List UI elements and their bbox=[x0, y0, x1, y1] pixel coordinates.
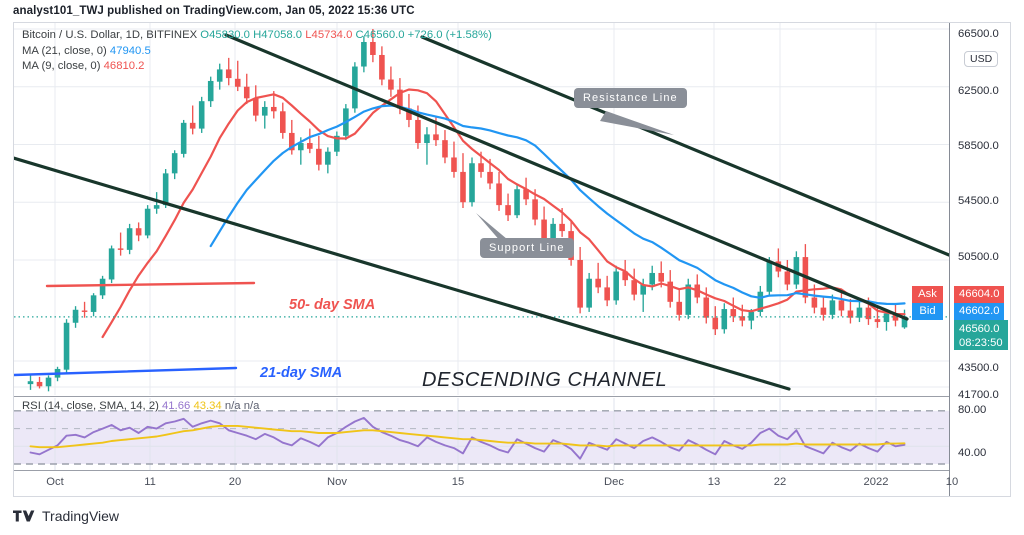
time-tick-dec: Dec bbox=[604, 476, 624, 488]
time-tick-20: 20 bbox=[228, 476, 242, 488]
rsi-tick-40: 40.00 bbox=[958, 447, 987, 459]
ask-price-tag: 46604.0 bbox=[954, 286, 1005, 303]
time-tick-oct: Oct bbox=[46, 476, 64, 488]
price-tick-54500: 54500.0 bbox=[958, 195, 999, 207]
publisher-text: analyst101_TWJ published on TradingView.… bbox=[13, 5, 415, 17]
time-tick-11: 11 bbox=[144, 476, 156, 488]
rsi-legend[interactable]: RSI (14, close, SMA, 14, 2) 41.66 43.34 … bbox=[22, 400, 259, 412]
last-price-tag: 46560.0 08:23:50 bbox=[954, 320, 1008, 350]
tradingview-brand: TradingView bbox=[42, 508, 120, 524]
tradingview-logo-icon bbox=[13, 510, 35, 522]
time-tick-2022: 2022 bbox=[863, 476, 889, 488]
last-price-countdown: 08:23:50 bbox=[959, 337, 1003, 349]
time-axis[interactable]: Oct 11 20 Nov 15 Dec 13 22 2022 10 bbox=[14, 472, 1010, 496]
rsi-plot bbox=[14, 398, 949, 470]
rsi-value-primary: 41.66 bbox=[162, 400, 191, 412]
footer: TradingView bbox=[13, 508, 119, 524]
rsi-tick-80: 80.00 bbox=[958, 404, 987, 416]
rsi-value-sma: 43.34 bbox=[193, 400, 222, 412]
currency-badge: USD bbox=[964, 51, 999, 67]
price-tick-58500: 58500.0 bbox=[958, 140, 999, 152]
pane-separator-top bbox=[14, 396, 949, 397]
last-price-value: 46560.0 bbox=[959, 323, 1000, 335]
time-tick-15: 15 bbox=[451, 476, 465, 488]
price-tick-50500: 50500.0 bbox=[958, 251, 999, 263]
price-tick-43500: 43500.0 bbox=[958, 362, 999, 374]
price-plot bbox=[14, 23, 949, 395]
price-tick-66500: 66500.0 bbox=[958, 28, 999, 40]
pane-separator-bottom bbox=[14, 470, 949, 471]
publisher-bar: analyst101_TWJ published on TradingView.… bbox=[0, 0, 1024, 22]
bid-side-label: Bid bbox=[912, 303, 943, 320]
chart-frame: 50- day SMA 21-day SMA DESCENDING CHANNE… bbox=[13, 22, 1011, 497]
time-tick-13: 13 bbox=[707, 476, 721, 488]
price-tick-41700: 41700.0 bbox=[958, 389, 999, 401]
time-tick-10: 10 bbox=[945, 476, 959, 488]
rsi-pane[interactable]: RSI (14, close, SMA, 14, 2) 41.66 43.34 … bbox=[14, 398, 949, 470]
price-tick-62500: 62500.0 bbox=[958, 85, 999, 97]
time-tick-nov: Nov bbox=[327, 476, 347, 488]
time-tick-22: 22 bbox=[773, 476, 787, 488]
ask-side-label: Ask bbox=[912, 286, 943, 303]
bid-price-tag: 46602.0 bbox=[954, 303, 1005, 320]
rsi-na-2: n/a bbox=[243, 400, 260, 412]
price-scale[interactable]: 66500.0 USD 62500.0 58500.0 54500.0 5050… bbox=[949, 23, 1010, 496]
callout-resistance-line: Resistance Line bbox=[574, 88, 687, 108]
rsi-na-1: n/a bbox=[224, 400, 241, 412]
price-pane[interactable]: 50- day SMA 21-day SMA DESCENDING CHANNE… bbox=[14, 23, 949, 395]
callout-support-line: Support Line bbox=[480, 238, 574, 258]
rsi-title: RSI (14, close, SMA, 14, 2) bbox=[22, 400, 159, 412]
